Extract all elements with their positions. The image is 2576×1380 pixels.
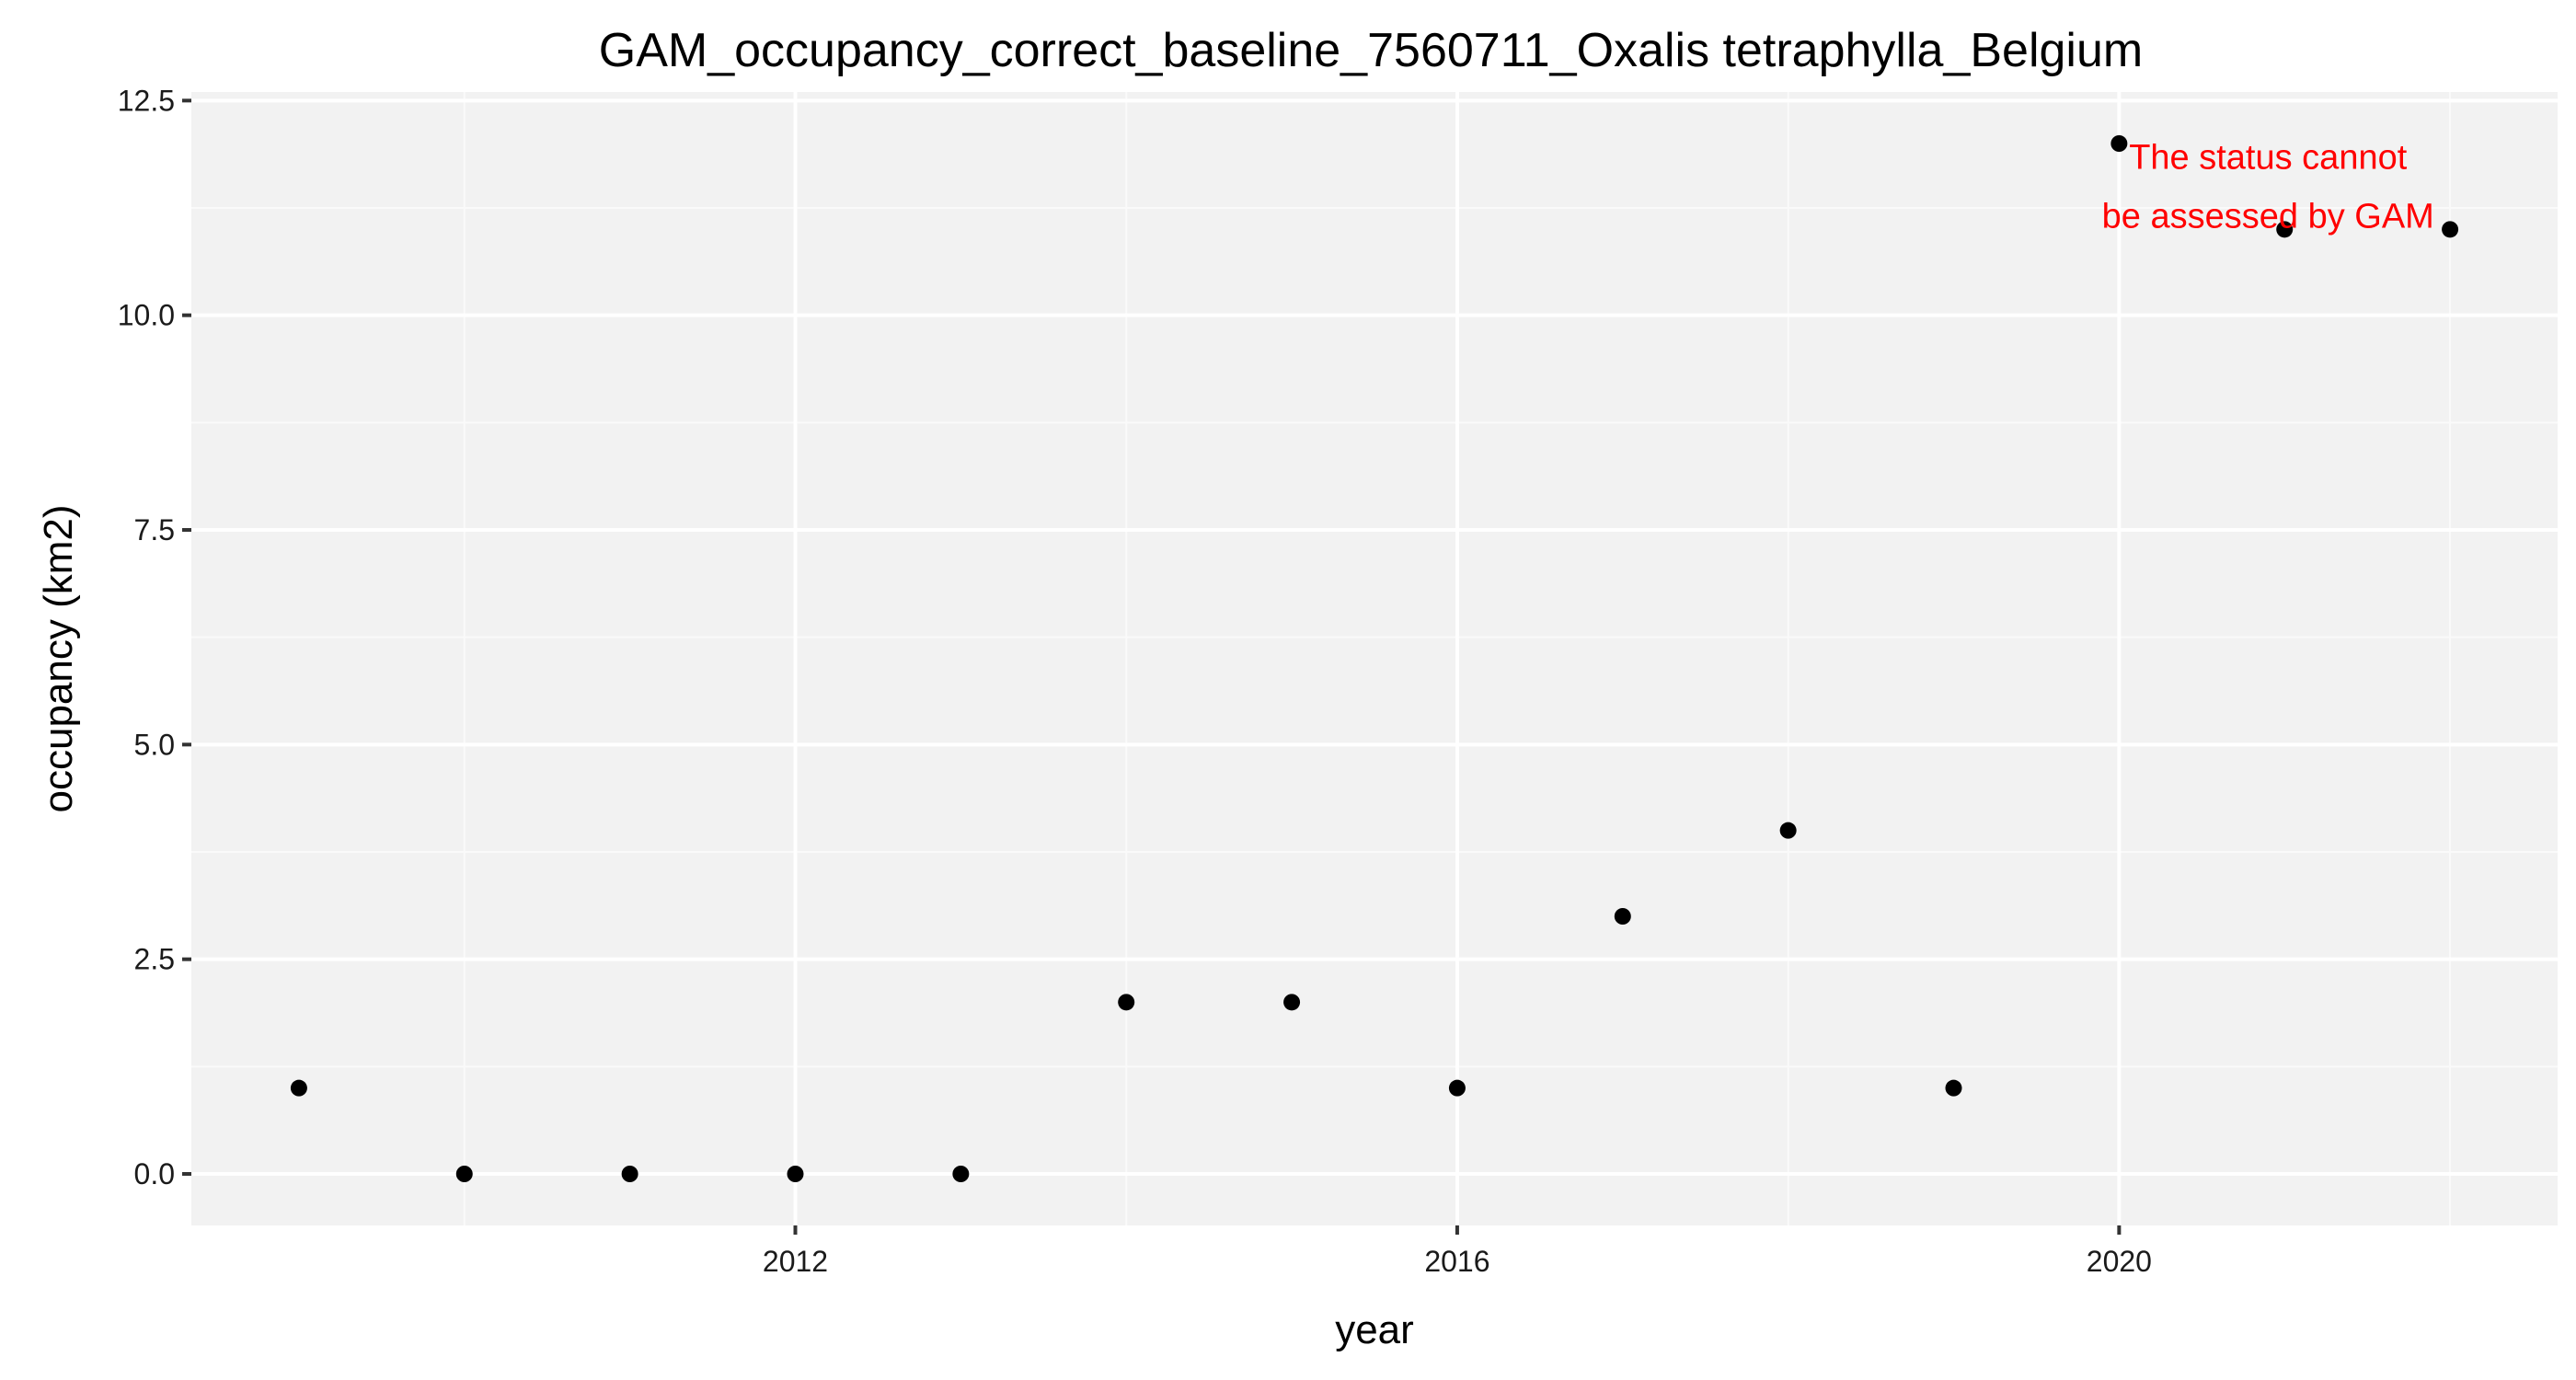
plot-panel [191, 92, 2558, 1225]
x-tick-label: 2020 [2087, 1245, 2152, 1278]
data-point [787, 1166, 804, 1182]
minor-grid [191, 92, 2558, 1225]
data-point [1614, 908, 1631, 925]
y-tick-label: 5.0 [134, 728, 175, 761]
chart-title: GAM_occupancy_correct_baseline_7560711_O… [599, 24, 2143, 77]
annotation-line: be assessed by GAM [2102, 198, 2434, 236]
y-tick-label: 10.0 [118, 299, 175, 332]
y-axis-title: occupancy (km2) [36, 504, 81, 812]
data-point [290, 1079, 307, 1097]
data-point [1283, 994, 1301, 1011]
data-point [1448, 1079, 1466, 1097]
x-tick-label: 2016 [1424, 1245, 1489, 1278]
data-point [1118, 994, 1135, 1011]
y-tick-label: 7.5 [134, 513, 175, 546]
y-tick-label: 12.5 [118, 84, 175, 117]
y-axis: 0.0 2.5 5.0 7.5 10.0 12.5 [118, 84, 191, 1190]
annotation: The status cannot be assessed by GAM [2102, 139, 2434, 236]
annotation-line: The status cannot [2129, 139, 2408, 178]
data-point [2110, 135, 2128, 152]
x-axis: 2012 2016 2020 [763, 1225, 2152, 1278]
data-point [621, 1166, 638, 1182]
data-point [455, 1166, 473, 1182]
data-point [1779, 822, 1797, 839]
x-axis-title: year [1335, 1307, 1414, 1352]
data-points [290, 135, 2459, 1182]
y-tick-label: 0.0 [134, 1157, 175, 1190]
data-point [2442, 221, 2459, 238]
data-point [2276, 221, 2294, 238]
data-point [952, 1166, 970, 1182]
x-tick-label: 2012 [763, 1245, 828, 1278]
y-tick-label: 2.5 [134, 943, 175, 976]
annotation-text: The status cannot be assessed by GAM [2102, 139, 2434, 236]
data-point [1945, 1079, 1962, 1097]
major-grid [191, 92, 2558, 1225]
